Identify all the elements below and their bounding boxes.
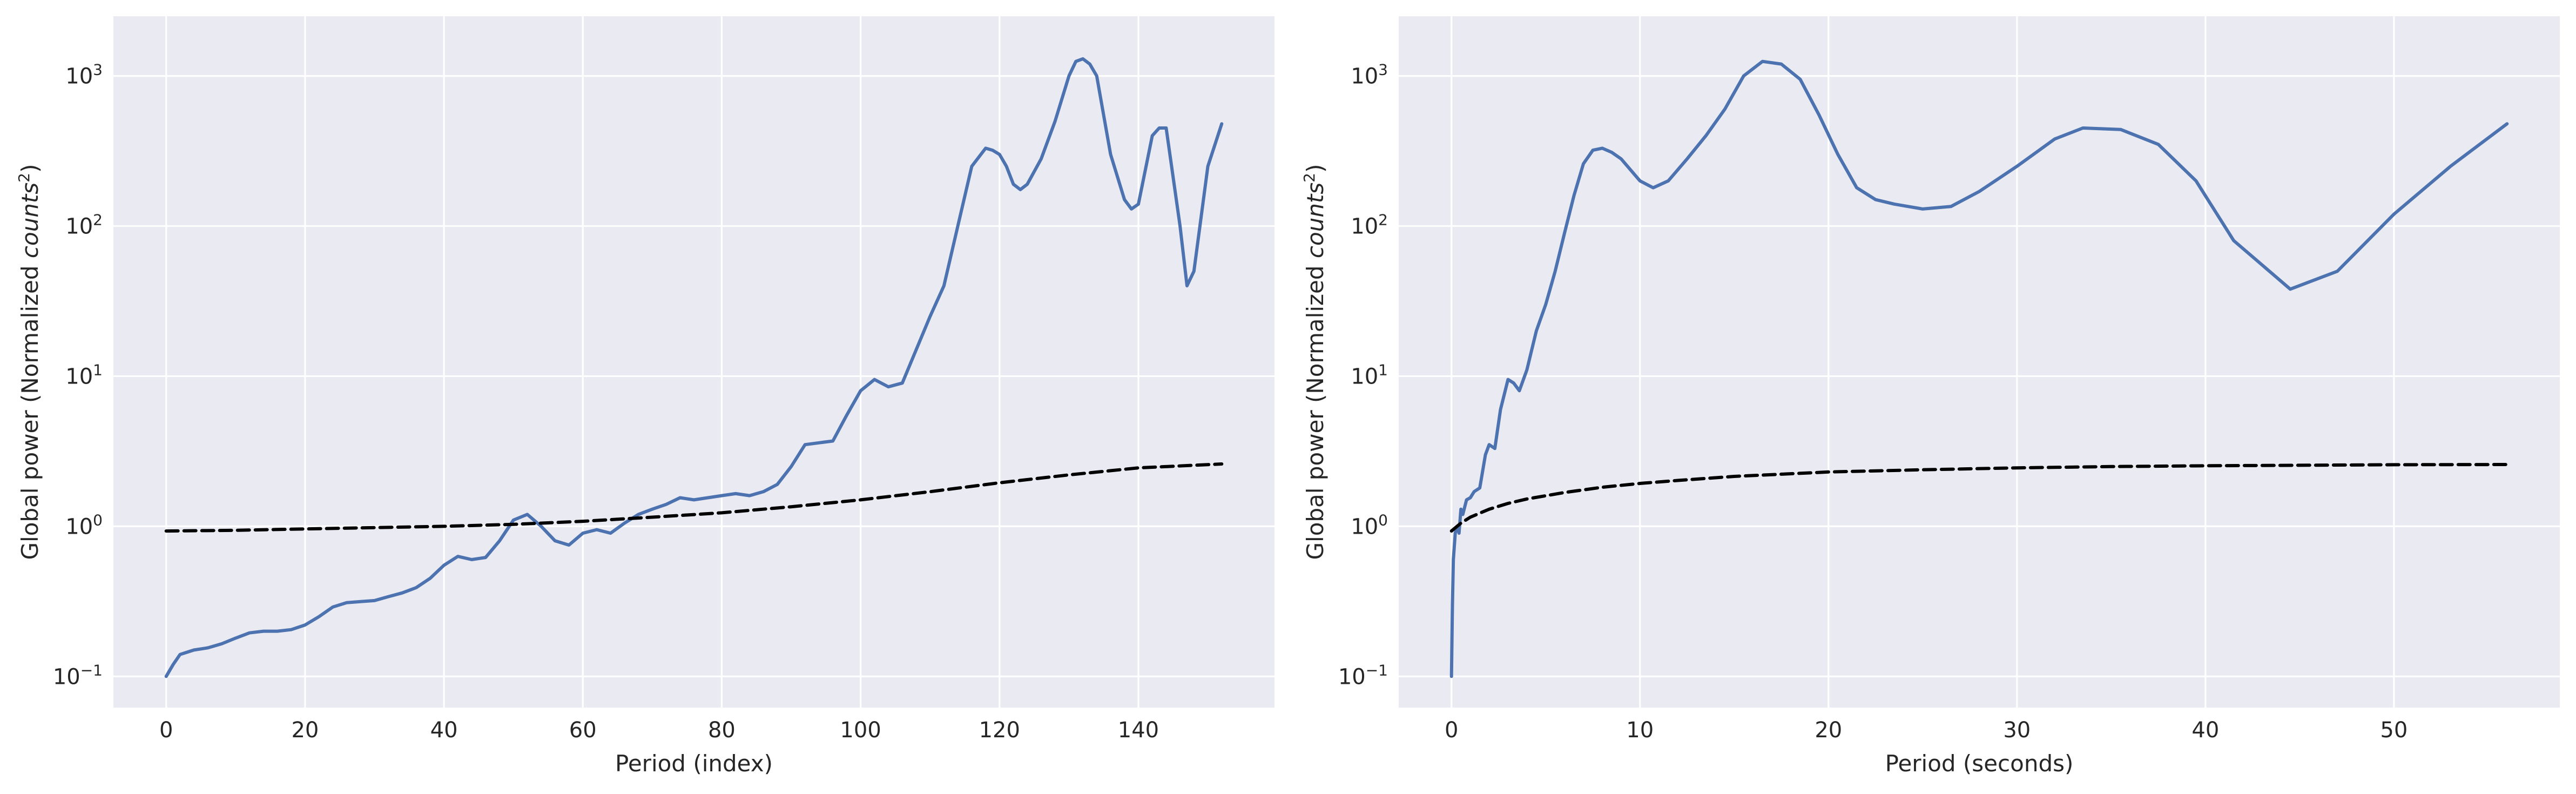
right-y-tick-label: 10−1 bbox=[1338, 661, 1388, 690]
left-y-tick-label: 102 bbox=[65, 211, 103, 239]
left-y-label-var: counts bbox=[17, 183, 43, 258]
right-plot-area bbox=[1399, 16, 2560, 708]
left-chart-panel: 0 20 40 60 80 100 120 140 10−1 100 101 102 103 Perio… bbox=[15, 16, 1274, 777]
right-x-tick-label: 50 bbox=[2380, 718, 2408, 743]
right-x-tick-label: 40 bbox=[2191, 718, 2219, 743]
right-global-power-line bbox=[1449, 59, 2509, 678]
right-series bbox=[1449, 59, 2509, 678]
left-x-tick-label: 20 bbox=[291, 718, 319, 743]
left-y-tick-label: 10−1 bbox=[53, 661, 103, 690]
right-y-tick-label: 102 bbox=[1351, 211, 1388, 239]
right-x-tick-label: 30 bbox=[2003, 718, 2031, 743]
left-significance-dashed-line bbox=[164, 462, 1224, 533]
left-tick-labels: 0 20 40 60 80 100 120 140 10−1 100 101 102 103 bbox=[53, 60, 1159, 743]
left-y-label-prefix: Global power (Normalized bbox=[17, 258, 43, 560]
right-x-tick-label: 10 bbox=[1626, 718, 1654, 743]
left-global-power-line bbox=[164, 57, 1224, 678]
right-y-label-suffix: ) bbox=[1302, 164, 1329, 172]
left-x-tick-label: 100 bbox=[840, 718, 881, 743]
right-x-axis-label: Period (seconds) bbox=[1885, 750, 2074, 777]
left-x-tick-label: 0 bbox=[159, 718, 173, 743]
right-x-tick-label: 20 bbox=[1815, 718, 1842, 743]
right-y-label-var: counts bbox=[1302, 183, 1329, 258]
left-x-tick-label: 60 bbox=[569, 718, 597, 743]
left-y-label-suffix: ) bbox=[17, 164, 43, 172]
left-y-axis-label: Global power (Normalized counts2) bbox=[15, 164, 44, 560]
left-y-tick-label: 100 bbox=[65, 511, 103, 540]
left-grid bbox=[113, 16, 1274, 708]
left-plot-area bbox=[113, 16, 1274, 708]
right-y-label-prefix: Global power (Normalized bbox=[1302, 258, 1329, 560]
left-y-label-sup: 2 bbox=[15, 173, 33, 183]
left-x-tick-label: 40 bbox=[430, 718, 458, 743]
left-y-tick-label: 103 bbox=[65, 60, 103, 89]
right-x-tick-label: 0 bbox=[1445, 718, 1458, 743]
right-y-tick-label: 100 bbox=[1351, 511, 1388, 540]
left-series bbox=[164, 57, 1224, 678]
left-x-axis-label: Period (index) bbox=[615, 750, 773, 777]
right-tick-labels: 0 10 20 30 40 50 10−1 100 101 102 103 bbox=[1338, 60, 2408, 743]
right-grid bbox=[1399, 16, 2560, 708]
right-chart-panel: 0 10 20 30 40 50 10−1 100 101 102 103 Period (seco… bbox=[1300, 16, 2560, 777]
right-y-axis-label: Global power (Normalized counts2) bbox=[1300, 164, 1329, 560]
left-x-tick-label: 80 bbox=[708, 718, 736, 743]
right-y-tick-label: 101 bbox=[1351, 361, 1388, 389]
right-y-label-sup: 2 bbox=[1300, 173, 1318, 183]
right-y-tick-label: 103 bbox=[1351, 60, 1388, 89]
left-x-tick-label: 140 bbox=[1118, 718, 1159, 743]
right-significance-dashed-line bbox=[1449, 463, 2509, 533]
left-y-tick-label: 101 bbox=[65, 361, 103, 389]
left-x-tick-label: 120 bbox=[979, 718, 1020, 743]
